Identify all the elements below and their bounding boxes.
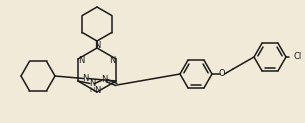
Text: H: H: [89, 86, 95, 92]
Text: N: N: [82, 74, 89, 83]
Text: N: N: [101, 76, 107, 85]
Text: N: N: [79, 56, 85, 65]
Text: N: N: [109, 56, 115, 65]
Text: N: N: [94, 86, 100, 95]
Text: N: N: [94, 41, 100, 50]
Text: N: N: [89, 79, 95, 89]
Text: Cl: Cl: [294, 52, 302, 61]
Text: O: O: [219, 69, 225, 78]
